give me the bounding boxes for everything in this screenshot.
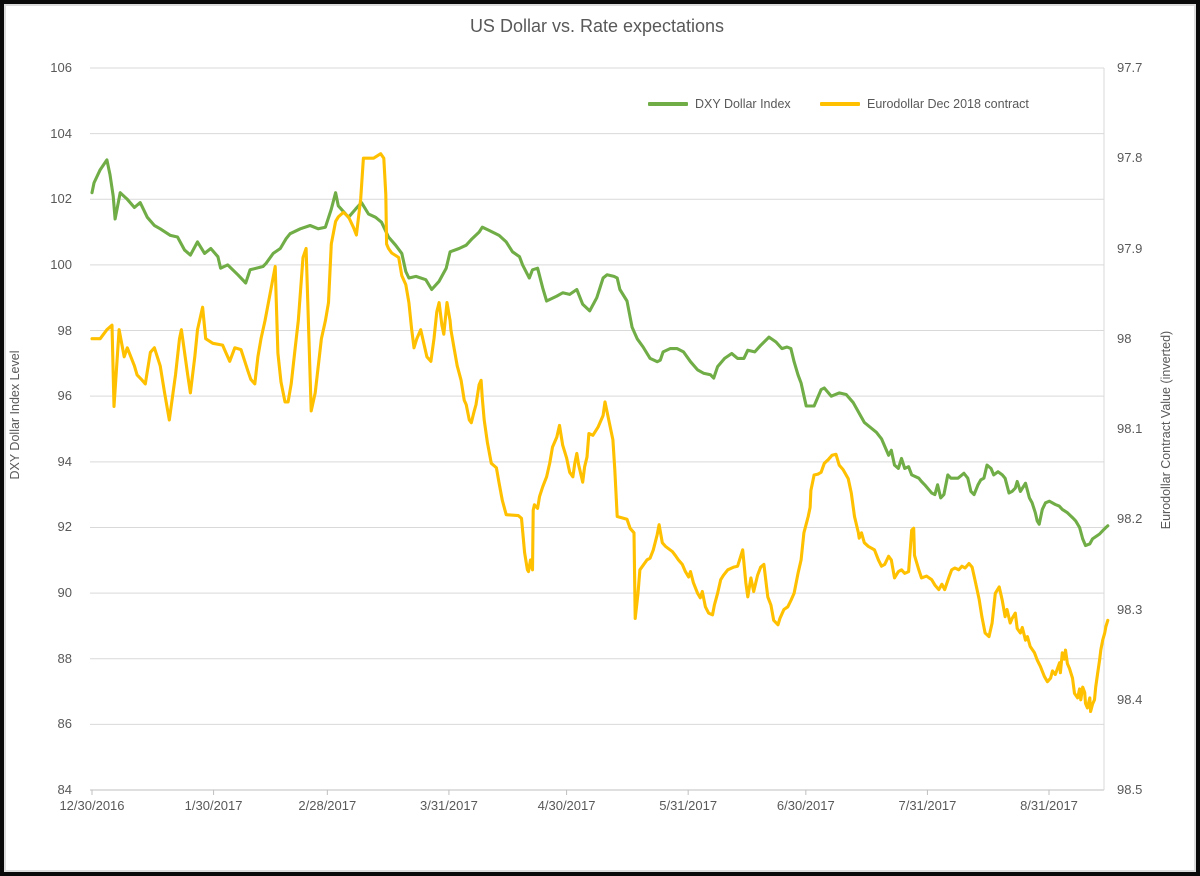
right-axis-tick-label: 98.4	[1117, 691, 1143, 707]
left-axis-tick-label: 86	[57, 716, 72, 732]
left-axis-tick-label: 104	[50, 125, 72, 141]
x-axis-tick-label: 7/31/2017	[898, 798, 957, 813]
legend-item-dxy: DXY Dollar Index	[648, 97, 791, 111]
right-axis-tick-label: 98.2	[1117, 511, 1143, 527]
left-axis-tick-label: 94	[57, 453, 72, 469]
left-axis-tick-label: 100	[50, 256, 72, 272]
legend-label-eurodollar: Eurodollar Dec 2018 contract	[867, 97, 1029, 111]
right-axis-tick-label: 98.1	[1117, 421, 1143, 436]
x-axis-tick-label: 2/28/2017	[298, 798, 357, 813]
x-axis-tick-label: 12/30/2016	[59, 798, 125, 813]
right-axis-tick-label: 97.8	[1117, 150, 1143, 166]
right-axis-title: Eurodollar Contract Value (inverted)	[1159, 330, 1173, 530]
x-axis-tick-label: 8/31/2017	[1020, 798, 1078, 813]
right-axis-tick-label: 97.7	[1117, 60, 1143, 75]
left-axis-tick-label: 90	[57, 585, 72, 601]
left-axis-tick-label: 92	[57, 519, 72, 535]
dxy-line-swatch-icon	[648, 102, 688, 106]
series-line-eurodollar	[90, 152, 1110, 714]
eurodollar-line-swatch-icon	[820, 102, 860, 106]
left-axis-tick-label: 106	[50, 60, 72, 75]
x-axis-tick-label: 4/30/2017	[537, 798, 596, 813]
chart-title: US Dollar vs. Rate expectations	[469, 16, 725, 36]
right-axis-tick-label: 98.3	[1117, 601, 1143, 617]
x-axis-tick-label: 1/30/2017	[184, 798, 243, 813]
left-axis-tick-label: 88	[57, 650, 72, 666]
legend-label-dxy: DXY Dollar Index	[695, 97, 791, 111]
left-axis-tick-label: 98	[57, 322, 72, 338]
right-axis-tick-label: 98.5	[1117, 782, 1143, 797]
left-axis-tick-label: 84	[57, 782, 72, 797]
legend-item-eurodollar: Eurodollar Dec 2018 contract	[820, 97, 1029, 111]
left-axis-tick-label: 102	[50, 191, 72, 207]
left-axis-tick-label: 96	[57, 388, 72, 404]
left-axis-title: DXY Dollar Index Level	[8, 350, 22, 480]
series-line-dxy	[90, 158, 1110, 548]
right-axis-tick-label: 98	[1117, 330, 1132, 346]
x-axis-tick-label: 3/31/2017	[419, 798, 478, 813]
x-axis-tick-label: 6/30/2017	[776, 798, 835, 813]
x-axis-tick-label: 5/31/2017	[659, 798, 718, 813]
right-axis-tick-label: 97.9	[1117, 240, 1143, 256]
